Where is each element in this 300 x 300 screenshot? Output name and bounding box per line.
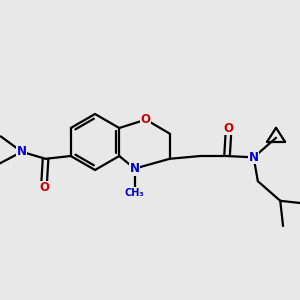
Text: N: N [249, 151, 259, 164]
Text: N: N [17, 145, 27, 158]
Text: O: O [224, 122, 233, 135]
Text: N: N [130, 162, 140, 175]
Text: O: O [141, 113, 151, 126]
Text: CH₃: CH₃ [125, 188, 145, 198]
Text: O: O [39, 181, 49, 194]
